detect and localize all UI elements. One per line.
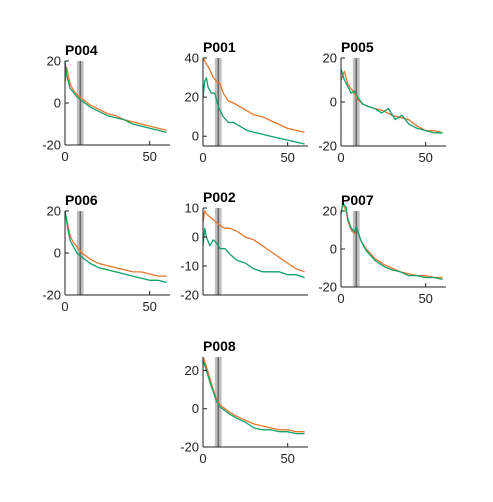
subplot-title: P006 bbox=[65, 192, 98, 208]
series-line-1 bbox=[202, 57, 305, 133]
y-tick-label: 0 bbox=[330, 242, 337, 257]
y-tick-label: 0 bbox=[192, 230, 199, 245]
y-tick-label: 20 bbox=[185, 90, 199, 105]
y-tick-label: 10 bbox=[185, 201, 199, 216]
x-tick-label: 0 bbox=[61, 149, 68, 164]
y-tick-label: -20 bbox=[42, 288, 61, 303]
y-tick-label: 20 bbox=[323, 204, 337, 219]
subplot-title: P004 bbox=[65, 42, 98, 58]
y-tick-label: 20 bbox=[323, 51, 337, 66]
series-line-2 bbox=[202, 360, 305, 435]
x-tick-label: 0 bbox=[199, 451, 206, 466]
series-line-1 bbox=[64, 210, 167, 277]
y-tick-label: -20 bbox=[318, 139, 337, 154]
x-tick-label: 50 bbox=[280, 150, 294, 165]
y-tick-label: 0 bbox=[192, 401, 199, 416]
series-line-1 bbox=[202, 356, 305, 433]
x-tick-label: 0 bbox=[61, 299, 68, 314]
subplot-p002: -20 -10 0 10 P002 bbox=[180, 189, 308, 303]
y-tick-label: 0 bbox=[192, 129, 199, 144]
series-line-2 bbox=[64, 60, 167, 134]
series-line-2 bbox=[202, 76, 305, 145]
x-tick-label: 50 bbox=[418, 150, 432, 165]
series-line-1 bbox=[202, 210, 305, 273]
y-tick-label: -20 bbox=[180, 288, 199, 303]
y-tick-label: -20 bbox=[42, 138, 61, 153]
subplot-title: P008 bbox=[203, 338, 236, 354]
x-tick-label: 0 bbox=[199, 150, 206, 165]
x-tick-label: 50 bbox=[418, 291, 432, 306]
y-tick-label: -10 bbox=[180, 259, 199, 274]
x-tick-label: 0 bbox=[337, 291, 344, 306]
y-tick-label: 20 bbox=[47, 204, 61, 219]
y-tick-label: -20 bbox=[318, 280, 337, 295]
series-line-1 bbox=[64, 66, 167, 131]
subplot-title: P001 bbox=[203, 39, 236, 55]
subplot-title: P005 bbox=[341, 39, 374, 55]
subplot-title: P002 bbox=[203, 189, 236, 205]
x-tick-label: 50 bbox=[280, 451, 294, 466]
y-tick-label: 20 bbox=[185, 363, 199, 378]
y-tick-label: 40 bbox=[185, 51, 199, 66]
series-line-2 bbox=[202, 227, 305, 279]
y-tick-label: -20 bbox=[180, 440, 199, 455]
series-line-2 bbox=[340, 202, 443, 281]
x-tick-label: 0 bbox=[337, 150, 344, 165]
series-line-2 bbox=[64, 210, 167, 284]
x-tick-label: 50 bbox=[142, 149, 156, 164]
x-tick-label: 50 bbox=[142, 299, 156, 314]
y-tick-label: 20 bbox=[47, 54, 61, 69]
subplot-title: P007 bbox=[341, 192, 374, 208]
y-tick-label: 0 bbox=[330, 95, 337, 110]
subplot-p001: 0 20 40 0 50 P001 bbox=[185, 39, 308, 165]
series-line-2 bbox=[340, 68, 443, 134]
y-tick-label: 0 bbox=[54, 96, 61, 111]
y-tick-label: 0 bbox=[54, 246, 61, 261]
